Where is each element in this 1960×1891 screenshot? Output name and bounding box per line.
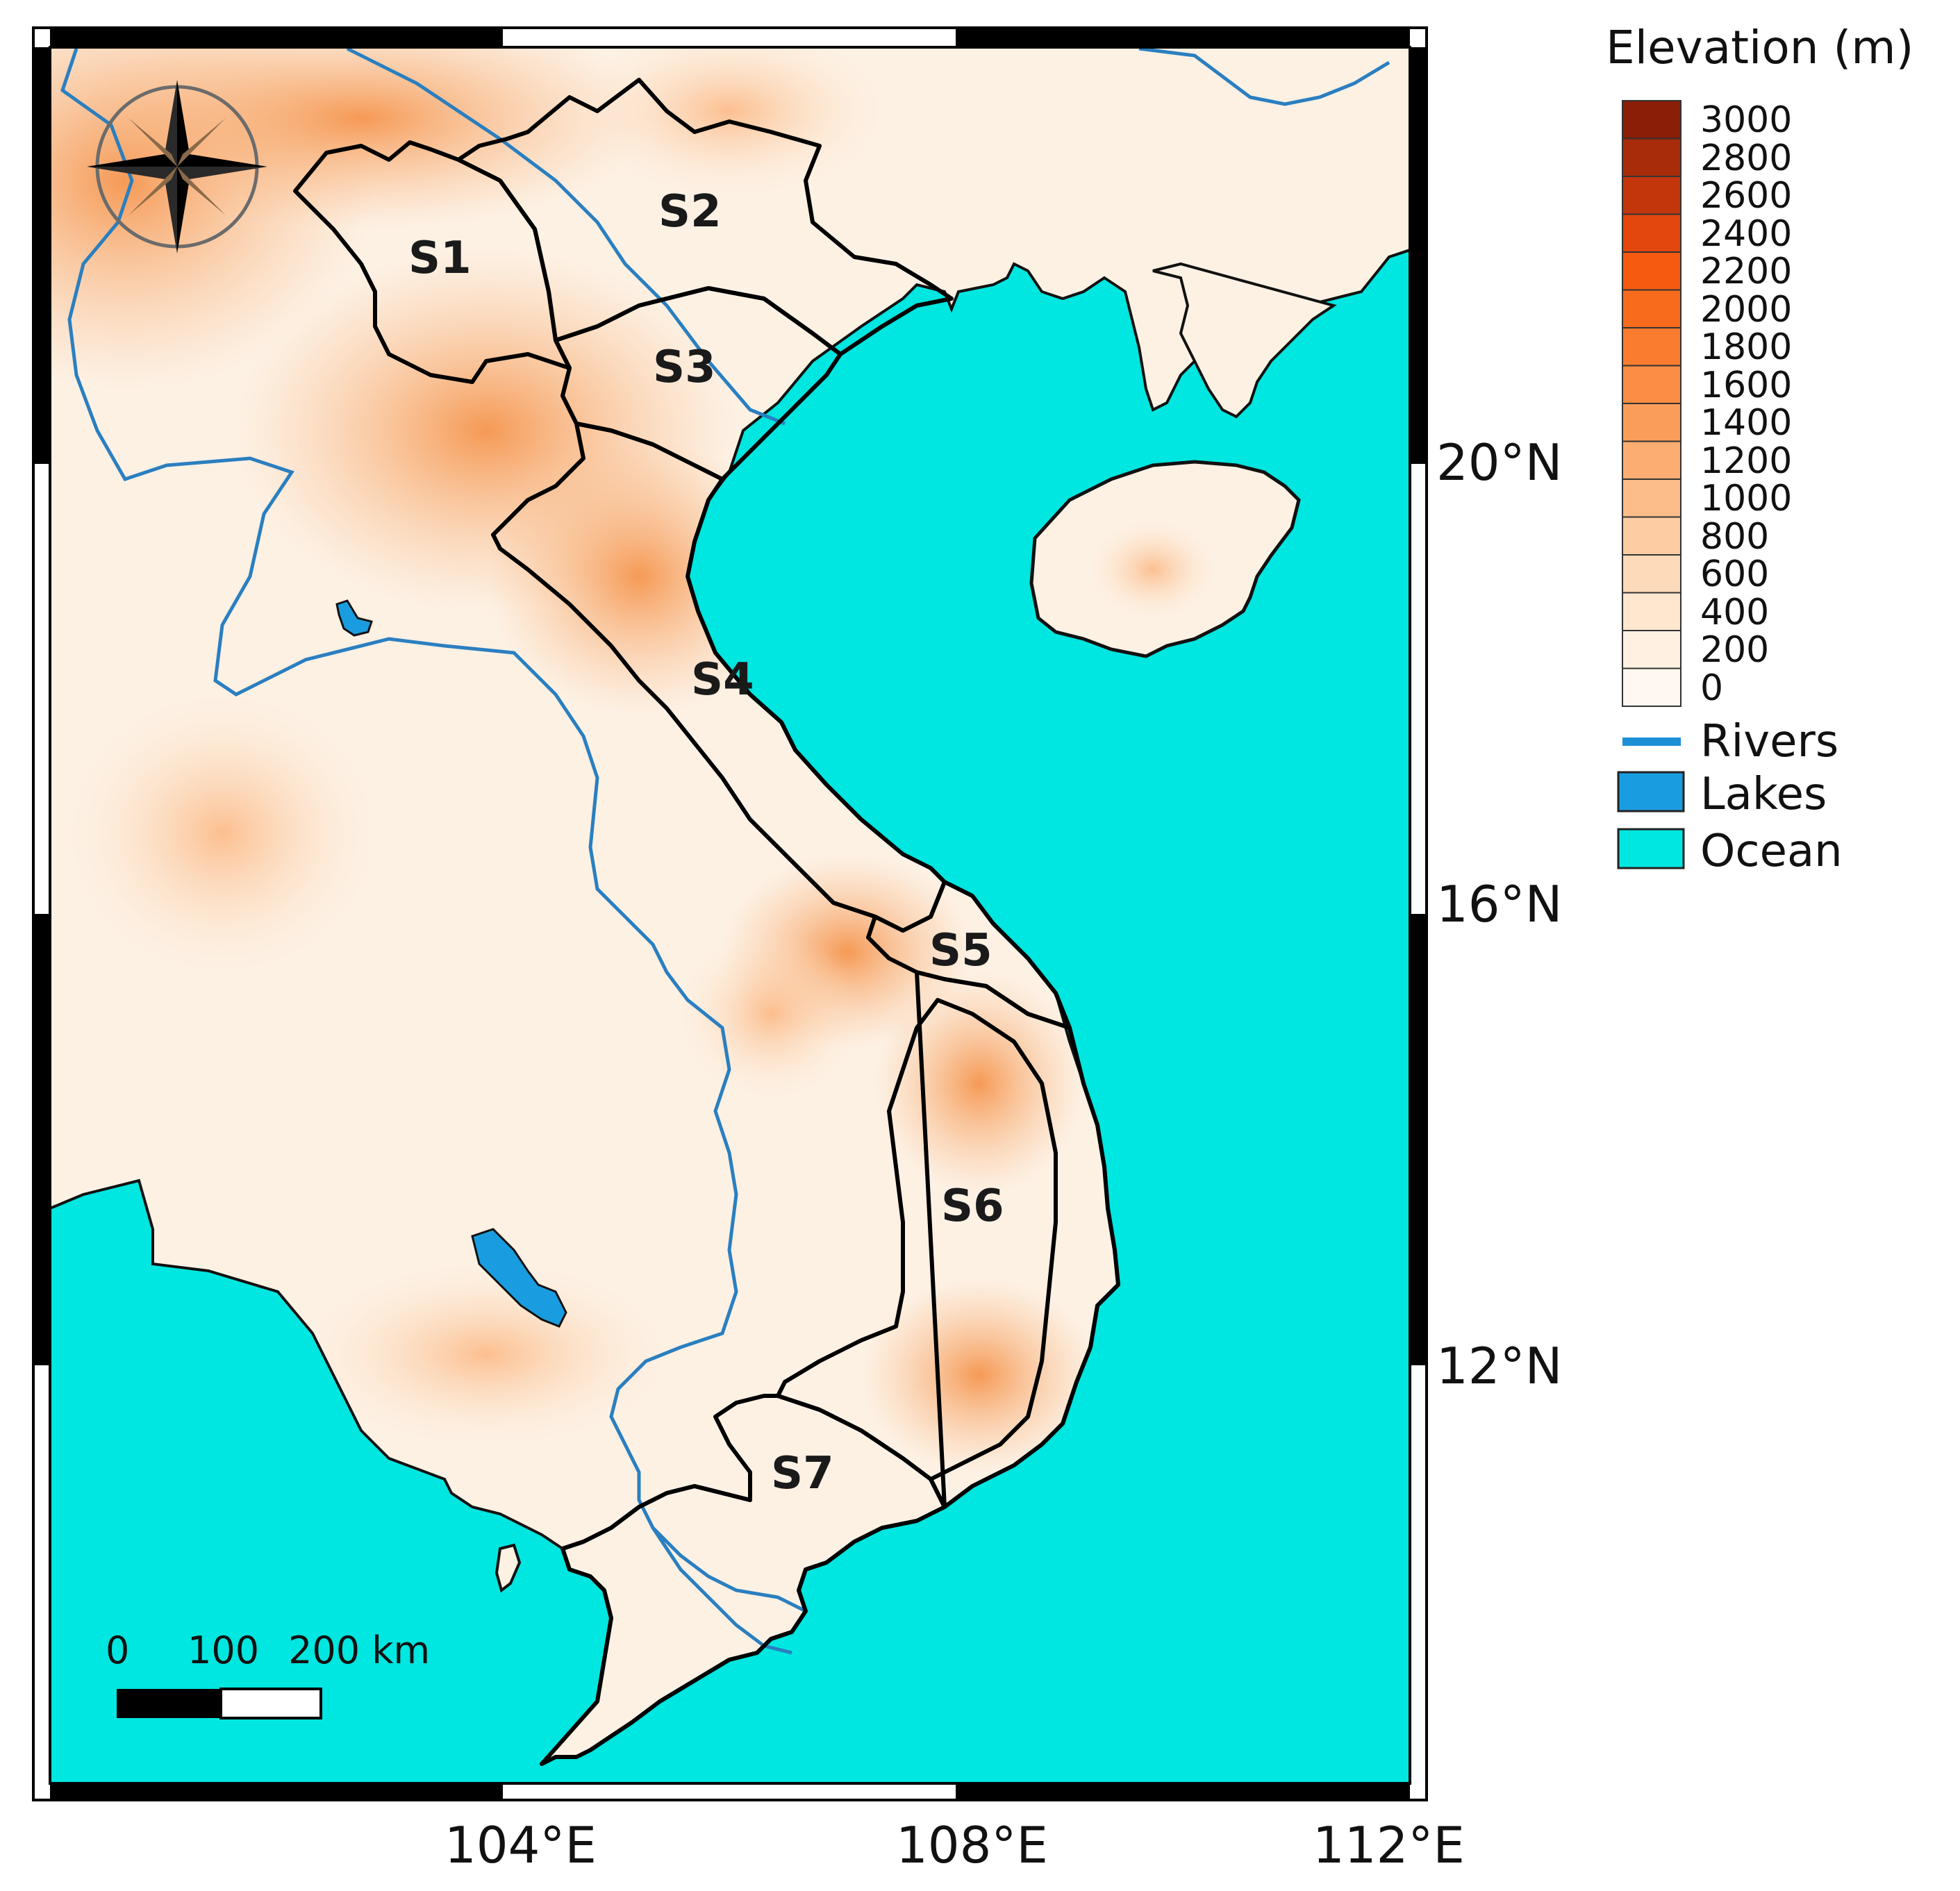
legend-lakes-label: Lakes	[1700, 769, 1827, 820]
elevation-colorbar	[1622, 100, 1681, 707]
longitude-label-108e: 108°E	[896, 1816, 1048, 1874]
colorbar-swatch-2000	[1622, 289, 1681, 328]
scale-label-200km: 200 km	[288, 1628, 431, 1672]
colorbar-swatch-2200	[1622, 251, 1681, 291]
colorbar-label-3000: 3000	[1700, 99, 1793, 141]
boundary-s7-delta	[562, 1484, 751, 1551]
hainan-highland	[1090, 521, 1215, 618]
region-label-s6: S6	[941, 1181, 1004, 1232]
colorbar-swatch-1200	[1622, 440, 1681, 480]
nam-ngum-lake	[335, 599, 373, 637]
map-frame	[32, 26, 1428, 1801]
colorbar-label-1200: 1200	[1700, 440, 1793, 482]
colorbar-swatch-1600	[1622, 365, 1681, 404]
leizhou-peninsula	[1152, 262, 1337, 419]
boundary-s5	[866, 880, 1072, 1030]
colorbar-swatch-0	[1622, 667, 1681, 707]
colorbar-swatch-400	[1622, 592, 1681, 631]
legend-rivers-swatch	[1622, 738, 1681, 746]
colorbar-label-2200: 2200	[1700, 251, 1793, 292]
latitude-label-16n: 16°N	[1436, 875, 1563, 933]
legend-ocean-swatch	[1617, 828, 1685, 869]
region-label-s5: S5	[929, 925, 993, 976]
boundary-s6	[776, 970, 1120, 1509]
colorbar-swatch-2800	[1622, 138, 1681, 177]
tonle-sap-lake	[471, 1228, 567, 1328]
legend-title: Elevation (m)	[1606, 21, 1914, 74]
colorbar-label-2800: 2800	[1700, 137, 1793, 179]
colorbar-swatch-200	[1622, 630, 1681, 669]
latitude-label-12n: 12°N	[1436, 1337, 1563, 1395]
colorbar-label-400: 400	[1700, 591, 1770, 633]
colorbar-label-1000: 1000	[1700, 478, 1793, 519]
colorbar-swatch-800	[1622, 516, 1681, 556]
longitude-label-112e: 112°E	[1313, 1816, 1465, 1874]
legend-ocean-label: Ocean	[1700, 826, 1843, 877]
region-boundaries	[293, 78, 1120, 1766]
legend-feature-swatches	[1617, 738, 1685, 869]
colorbar-label-1800: 1800	[1700, 326, 1793, 368]
red-river	[346, 47, 786, 426]
river-north-east	[1138, 47, 1390, 106]
colorbar-label-0: 0	[1700, 667, 1724, 709]
region-label-s4: S4	[691, 654, 754, 706]
region-label-s1: S1	[408, 233, 472, 284]
region-label-s7: S7	[771, 1448, 834, 1499]
phu-quoc-island	[495, 1543, 522, 1593]
scale-bar	[117, 1688, 322, 1719]
scale-label-100: 100	[188, 1628, 260, 1672]
scale-label-0: 0	[106, 1628, 130, 1672]
colorbar-label-800: 800	[1700, 515, 1770, 558]
colorbar-label-1400: 1400	[1700, 402, 1793, 444]
colorbar-label-600: 600	[1700, 553, 1770, 595]
legend-lakes-swatch	[1617, 771, 1685, 813]
colorbar-swatch-2400	[1622, 213, 1681, 253]
colorbar-swatch-3000	[1622, 100, 1681, 140]
colorbar-swatch-1000	[1622, 478, 1681, 518]
colorbar-swatch-1400	[1622, 403, 1681, 442]
colorbar-swatch-2600	[1622, 176, 1681, 215]
colorbar-label-2400: 2400	[1700, 213, 1793, 255]
colorbar-swatch-600	[1622, 554, 1681, 594]
region-label-s2: S2	[658, 186, 722, 238]
mekong-river	[60, 48, 807, 1613]
colorbar-label-1600: 1600	[1700, 364, 1793, 406]
latitude-label-20n: 20°N	[1436, 433, 1563, 492]
longitude-label-104e: 104°E	[445, 1816, 597, 1874]
colorbar-swatch-1800	[1622, 327, 1681, 367]
legend-rivers-label: Rivers	[1700, 716, 1839, 767]
north-arrow-compass-icon	[87, 80, 267, 253]
region-label-s3: S3	[653, 342, 716, 393]
bassac-river	[651, 1526, 792, 1655]
rivers	[60, 47, 1390, 1655]
colorbar-label-2000: 2000	[1700, 288, 1793, 331]
colorbar-label-2600: 2600	[1700, 175, 1793, 217]
colorbar-label-200: 200	[1700, 629, 1770, 671]
